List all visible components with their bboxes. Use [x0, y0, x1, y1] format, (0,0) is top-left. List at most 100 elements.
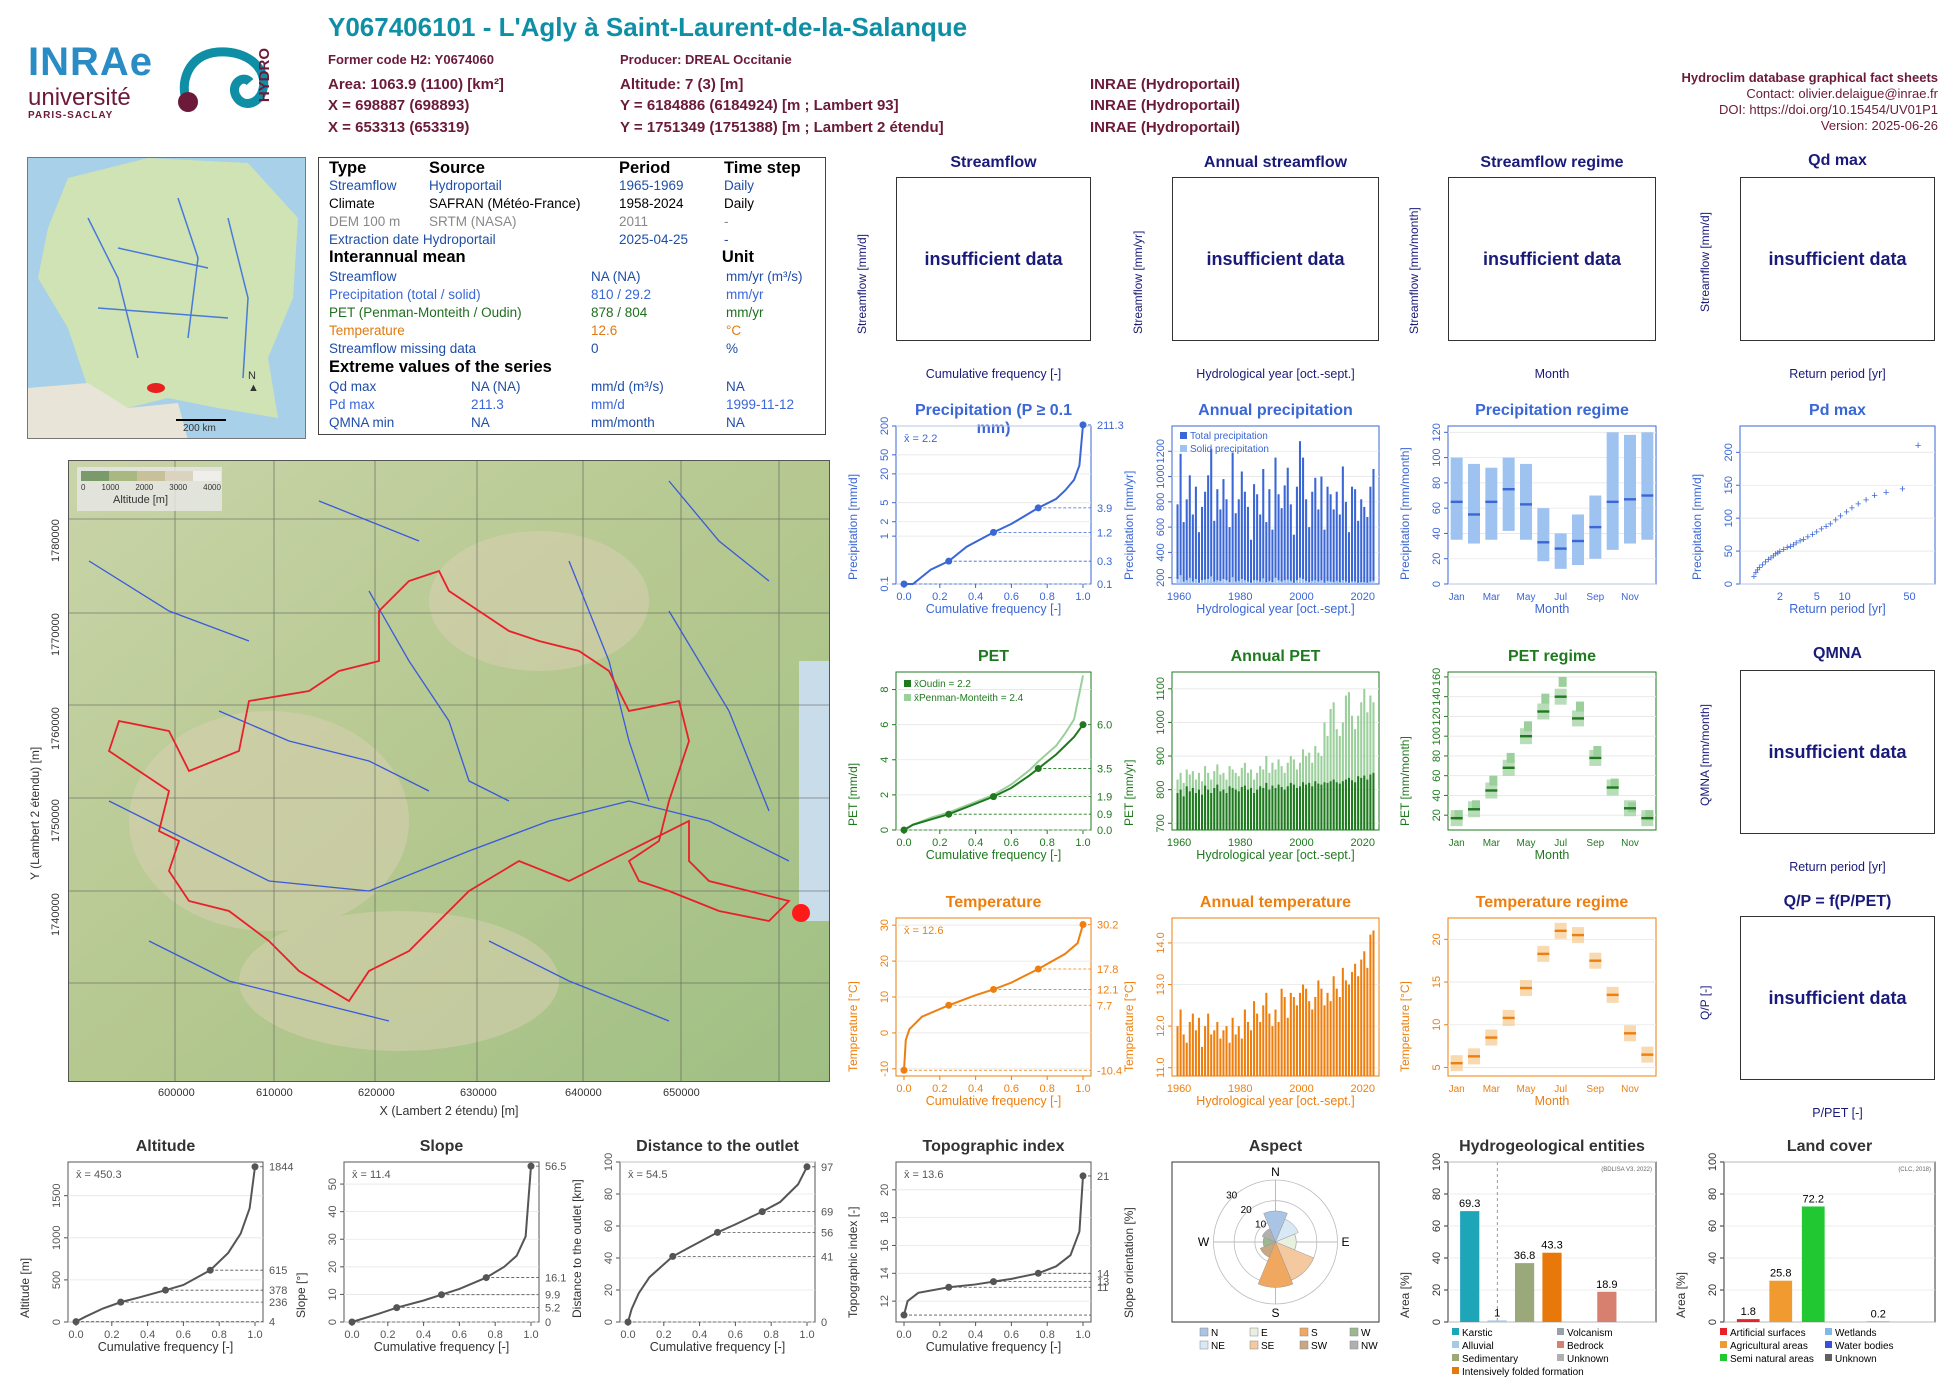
pet_cdf-quantile-point — [945, 810, 953, 818]
annual_temp-bar — [1222, 1030, 1225, 1076]
doi-link[interactable]: DOI: https://doi.org/10.15454/UV01P1 — [1719, 102, 1938, 117]
pet_regime-median — [1450, 816, 1463, 820]
pet_regime-xtick-Nov: Nov — [1621, 838, 1639, 849]
annual_precip-solid-bar — [1341, 580, 1344, 584]
landcover-legend-1: Wetlands — [1835, 1328, 1877, 1339]
annual_precip-solid-bar — [1360, 582, 1363, 584]
annual_precip-bar — [1274, 457, 1277, 584]
annual_pet-bar — [1274, 787, 1277, 830]
pd_max-point: + — [1784, 542, 1790, 554]
qp-ylabel: Q/P [-] — [1698, 985, 1712, 1020]
slope_cdf-quantile-point — [348, 1318, 356, 1326]
temp_cdf-ytick-4: 30 — [879, 919, 891, 931]
topo_cdf-right-label-3: 11 — [1097, 1282, 1108, 1294]
precip_regime-ytick-6: 120 — [1431, 423, 1443, 441]
annual_pet-bar — [1228, 786, 1231, 830]
annual_precip-solid-bar — [1191, 581, 1194, 584]
annual_pet-bar — [1323, 782, 1326, 830]
annual_precip-bar — [1314, 477, 1317, 584]
temp_regime-ytick-2: 15 — [1431, 976, 1443, 988]
annual_pet-bar2 — [1332, 702, 1335, 830]
topo_cdf-ytick-3: 18 — [879, 1212, 891, 1224]
annual_precip-bar — [1277, 494, 1280, 584]
annual_pet-bar — [1243, 785, 1246, 830]
alt_cdf-quantile-point — [117, 1298, 125, 1306]
annual_temp-bar — [1295, 1005, 1298, 1076]
precip_regime-ytick-4: 80 — [1431, 477, 1443, 489]
precip_cdf-chart: 0.1 1 2 5 20 50 200 0.0 0.2 0.4 0.6 0.8 1.0 211.3 3.9 1… — [879, 417, 1124, 603]
hydrogeo-legend-6: Intensively folded formation — [1462, 1367, 1584, 1378]
annual_precip-solid-bar — [1317, 581, 1320, 584]
dist_cdf-quantile-point — [758, 1208, 766, 1216]
alt_cdf-xtick-3: 0.6 — [176, 1329, 191, 1341]
annual_precip-solid-bar — [1188, 577, 1191, 584]
aspect-legend-NW: NW — [1361, 1341, 1378, 1352]
dist_cdf-ylabel: Distance to the outlet [km] — [570, 1179, 584, 1318]
annual_precip-solid-bar — [1311, 580, 1314, 584]
precip_regime-median — [1537, 541, 1550, 544]
scale-bar: 200 km — [183, 423, 216, 434]
temp_regime-title: Temperature regime — [1475, 894, 1629, 911]
precip_cdf-quantile-point — [1079, 421, 1087, 429]
annual_pet-xtick-0: 1960 — [1167, 837, 1191, 849]
annual_pet-bar — [1332, 779, 1335, 830]
streamflow-empty-plot: insufficient data — [896, 177, 1091, 341]
col-period: Period — [619, 159, 671, 177]
annual_precip-bar — [1326, 486, 1329, 584]
annual_precip-bar — [1197, 532, 1200, 584]
temp_cdf-quantile-point — [945, 1001, 953, 1009]
pet_regime-ytick-7: 160 — [1431, 668, 1443, 686]
former-code: Former code H2: Y0674060 — [328, 52, 494, 67]
pet_cdf-series — [903, 724, 1084, 831]
aspect-ring-0: 10 — [1255, 1220, 1267, 1231]
annual_precip-solid-bar — [1207, 578, 1210, 584]
annual_precip-bar — [1317, 509, 1320, 584]
temp_regime-median — [1520, 986, 1532, 990]
qd-max-title: Qd max — [1808, 152, 1867, 169]
annual_temp-bar — [1329, 1001, 1332, 1076]
landcover-bar-label-1: 25.8 — [1770, 1268, 1791, 1280]
annual_temp-ytick-3: 14.0 — [1155, 932, 1167, 953]
topo_cdf-xlabel: Cumulative frequency [-] — [925, 1340, 1062, 1354]
hydrogeo-bar-label-0: 69.3 — [1459, 1198, 1480, 1210]
dist_cdf-right-label-0: 97 — [821, 1162, 833, 1174]
topo_cdf-xtick-1: 0.2 — [932, 1329, 947, 1341]
annual_temp-bar — [1243, 1009, 1246, 1076]
temp_regime-median — [1450, 1061, 1463, 1065]
aspect-legend-W: W — [1361, 1328, 1371, 1339]
pd_max-point: + — [1871, 490, 1877, 502]
temp_regime-ytick-3: 20 — [1431, 933, 1443, 945]
map-xlabel: X (Lambert 2 étendu) [m] — [379, 1104, 519, 1118]
hydro-logo-icon — [178, 47, 269, 112]
annual_pet-bar — [1326, 782, 1329, 830]
temp_regime-median — [1641, 1053, 1654, 1056]
annual_precip-bar — [1338, 514, 1341, 584]
dist_cdf-frame — [619, 1161, 816, 1323]
extreme-title: Extreme values of the series — [329, 358, 552, 376]
pet_cdf-ytick-3: 6 — [879, 722, 891, 728]
precip_cdf-ytick-0: 0.1 — [879, 576, 891, 591]
pet_regime-median — [1572, 717, 1584, 720]
landcover-legend-0: Artificial surfaces — [1730, 1328, 1806, 1339]
temp_regime-median — [1502, 1016, 1515, 1020]
annual_precip-bar — [1341, 466, 1344, 584]
qd-max-ylabel: Streamflow [mm/d] — [1698, 211, 1712, 312]
map-ytick-0: 1780000 — [50, 519, 62, 562]
topo_cdf-ytick-1: 14 — [879, 1267, 891, 1279]
annual_pet-bar — [1216, 784, 1219, 830]
annual_precip-solid-bar — [1302, 578, 1305, 584]
annual_precip-solid-bar — [1354, 581, 1357, 584]
pd_max-point: + — [1899, 484, 1905, 496]
annual_pet-xtick-1: 1980 — [1228, 837, 1252, 849]
catchment-map[interactable]: 0 1000 2000 3000 4000 Altitude [m] — [68, 460, 830, 1082]
landcover-bar-1 — [1769, 1280, 1793, 1322]
annual_precip-solid-bar — [1335, 580, 1338, 584]
dist_cdf-xlabel: Cumulative frequency [-] — [649, 1340, 786, 1354]
annual_pet-bar — [1295, 787, 1298, 830]
annual_precip-solid-bar — [1194, 578, 1197, 584]
pet_regime-median — [1606, 786, 1619, 789]
pet_cdf-xtick-2: 0.4 — [968, 837, 983, 849]
temp_cdf-right-label-0: 30.2 — [1097, 919, 1118, 931]
hydrogeo-ytick-5: 100 — [1431, 1153, 1443, 1171]
map-ytick-2: 1760000 — [50, 707, 62, 750]
